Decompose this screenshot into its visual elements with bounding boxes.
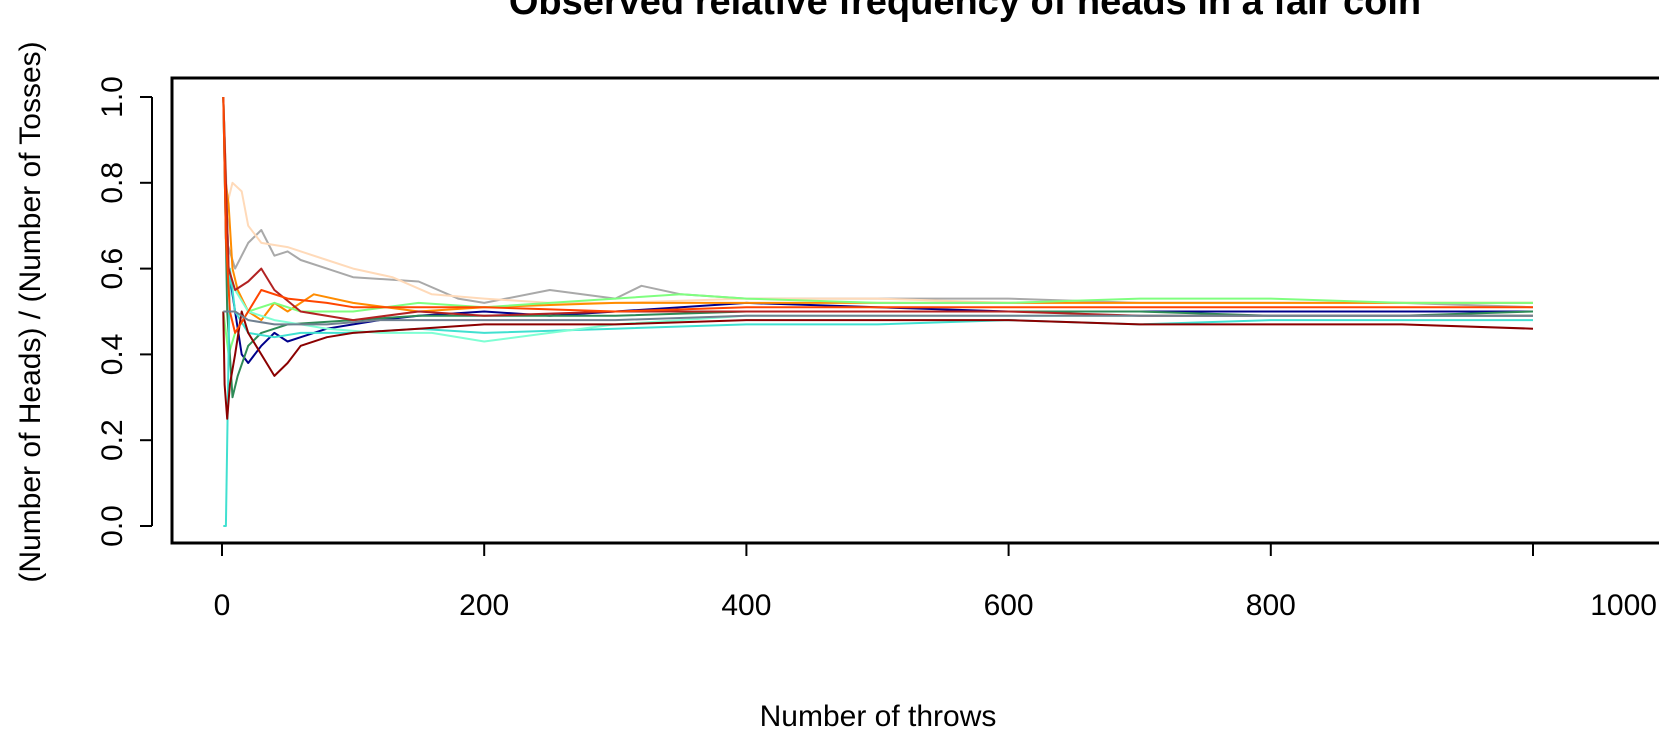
x-tick-label: 400 [721, 589, 771, 622]
series-line-4 [222, 96, 1533, 322]
chart-title: Observed relative frequency of heads in … [509, 0, 1421, 23]
series-line-2 [222, 96, 1534, 309]
y-tick-label: 0.6 [96, 248, 129, 290]
x-axis: 0 200 400 600 800 1000 [214, 542, 1657, 622]
y-tick-label: 1.0 [96, 76, 129, 118]
series-group [222, 96, 1534, 527]
x-tick-label: 1000 [1590, 589, 1657, 622]
y-tick-label: 0.4 [96, 334, 129, 376]
x-tick-label: 200 [459, 589, 509, 622]
y-tick-label: 0.8 [96, 162, 129, 204]
series-line-6 [222, 96, 1534, 399]
x-axis-label: Number of throws [760, 700, 997, 733]
series-line-9 [222, 310, 1534, 420]
y-axis: 0.0 0.2 0.4 0.6 0.8 1.0 [96, 76, 153, 547]
y-tick-label: 0.0 [96, 505, 129, 547]
y-tick-label: 0.2 [96, 419, 129, 461]
series-line-10 [222, 96, 1533, 322]
x-tick-label: 0 [214, 589, 231, 622]
x-tick-label: 800 [1246, 589, 1296, 622]
series-line-1 [222, 96, 1533, 364]
series-line-8 [222, 96, 1533, 343]
x-tick-label: 600 [984, 589, 1034, 622]
series-line-3 [222, 96, 1533, 304]
series-line-12 [223, 310, 1533, 326]
y-axis-label: (Number of Heads) / (Number of Tosses) [14, 41, 47, 582]
series-line-11 [222, 96, 1533, 334]
